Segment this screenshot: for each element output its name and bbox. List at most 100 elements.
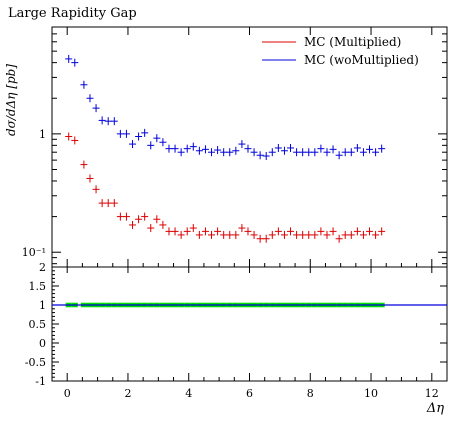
- data-point-womultiplied: [256, 151, 264, 160]
- data-point-multiplied: [86, 174, 94, 183]
- data-point-womultiplied: [262, 152, 270, 161]
- data-point-multiplied: [256, 234, 264, 243]
- data-point-womultiplied: [159, 138, 167, 147]
- data-point-womultiplied: [214, 146, 222, 155]
- data-point-multiplied: [189, 224, 197, 233]
- data-point-multiplied: [129, 220, 137, 229]
- data-point-womultiplied: [293, 148, 301, 157]
- data-point-multiplied: [341, 230, 349, 239]
- data-point-womultiplied: [177, 148, 185, 157]
- data-point-womultiplied: [195, 146, 203, 155]
- data-point-womultiplied: [311, 148, 319, 157]
- data-point-multiplied: [293, 230, 301, 239]
- x-tick-label: 6: [246, 387, 253, 400]
- data-point-multiplied: [287, 227, 295, 236]
- data-point-womultiplied: [98, 116, 106, 125]
- data-point-womultiplied: [341, 148, 349, 157]
- data-point-multiplied: [183, 227, 191, 236]
- data-point-multiplied: [378, 227, 386, 236]
- series-womultiplied: [65, 54, 386, 161]
- data-point-multiplied: [220, 230, 228, 239]
- data-point-multiplied: [359, 230, 367, 239]
- data-point-womultiplied: [274, 143, 282, 152]
- data-point-multiplied: [372, 230, 380, 239]
- data-point-multiplied: [171, 227, 179, 236]
- series-multiplied: [65, 132, 386, 243]
- data-point-womultiplied: [92, 104, 100, 113]
- data-point-womultiplied: [250, 148, 258, 157]
- data-point-womultiplied: [366, 145, 374, 154]
- x-axis-label: Δη: [426, 401, 444, 416]
- data-point-womultiplied: [238, 140, 246, 149]
- data-point-multiplied: [141, 212, 149, 221]
- ratio-y-tick-label: 0.5: [29, 318, 47, 331]
- data-point-womultiplied: [110, 117, 118, 126]
- y-axis-label: dσ/dΔη [pb]: [4, 64, 18, 136]
- data-point-multiplied: [335, 234, 343, 243]
- legend-label-multiplied: MC (Multiplied): [304, 35, 401, 49]
- x-tick-label: 0: [64, 387, 71, 400]
- data-point-multiplied: [262, 234, 270, 243]
- data-point-multiplied: [238, 224, 246, 233]
- ratio-y-tick-label: 2: [39, 261, 46, 274]
- data-point-multiplied: [268, 230, 276, 239]
- data-point-womultiplied: [153, 134, 161, 143]
- data-point-womultiplied: [378, 144, 386, 153]
- x-tick-label: 10: [364, 387, 378, 400]
- data-point-womultiplied: [65, 54, 73, 63]
- data-point-womultiplied: [280, 146, 288, 155]
- data-point-womultiplied: [329, 145, 337, 154]
- main-y-tick-label: 1: [39, 128, 46, 141]
- data-point-womultiplied: [299, 148, 307, 157]
- data-point-womultiplied: [141, 128, 149, 137]
- ratio-y-tick-label: -0.5: [25, 356, 46, 369]
- data-point-womultiplied: [335, 151, 343, 160]
- data-point-womultiplied: [116, 129, 124, 138]
- data-point-womultiplied: [165, 144, 173, 153]
- data-point-womultiplied: [268, 148, 276, 157]
- data-point-multiplied: [159, 220, 167, 229]
- data-point-multiplied: [80, 160, 88, 169]
- x-tick-label: 2: [124, 387, 131, 400]
- data-point-womultiplied: [347, 148, 355, 157]
- data-point-multiplied: [153, 215, 161, 224]
- data-point-womultiplied: [71, 58, 79, 67]
- data-point-womultiplied: [232, 146, 240, 155]
- data-point-multiplied: [311, 230, 319, 239]
- data-point-multiplied: [214, 227, 222, 236]
- data-point-womultiplied: [372, 148, 380, 157]
- x-tick-label: 12: [425, 387, 439, 400]
- ratio-y-tick-label: 1: [39, 299, 46, 312]
- data-point-multiplied: [177, 230, 185, 239]
- data-point-womultiplied: [147, 141, 155, 150]
- data-point-multiplied: [165, 227, 173, 236]
- ratio-y-tick-label: 0: [39, 337, 46, 350]
- data-point-multiplied: [317, 227, 325, 236]
- data-point-womultiplied: [226, 148, 234, 157]
- data-point-womultiplied: [305, 148, 313, 157]
- data-point-multiplied: [122, 212, 130, 221]
- data-point-multiplied: [116, 212, 124, 221]
- data-point-womultiplied: [80, 80, 88, 89]
- data-point-womultiplied: [135, 132, 143, 141]
- ratio-y-tick-label: -1: [35, 375, 46, 388]
- data-point-multiplied: [305, 230, 313, 239]
- data-point-multiplied: [98, 199, 106, 208]
- data-point-womultiplied: [220, 148, 228, 157]
- data-point-womultiplied: [323, 148, 331, 157]
- data-point-womultiplied: [129, 140, 137, 149]
- data-point-multiplied: [244, 227, 252, 236]
- data-point-multiplied: [353, 227, 361, 236]
- data-point-multiplied: [347, 230, 355, 239]
- data-point-multiplied: [208, 230, 216, 239]
- main-y-tick-label: 10⁻¹: [22, 246, 46, 259]
- main-plot-area: 1 10⁻¹: [22, 26, 448, 267]
- ratio-plot-frame: [51, 266, 448, 382]
- data-point-womultiplied: [104, 117, 112, 126]
- data-point-multiplied: [226, 230, 234, 239]
- data-point-multiplied: [65, 132, 73, 141]
- data-point-multiplied: [147, 224, 155, 233]
- data-point-multiplied: [323, 230, 331, 239]
- legend: MC (Multiplied) MC (woMultiplied): [262, 35, 419, 67]
- data-point-womultiplied: [208, 148, 216, 157]
